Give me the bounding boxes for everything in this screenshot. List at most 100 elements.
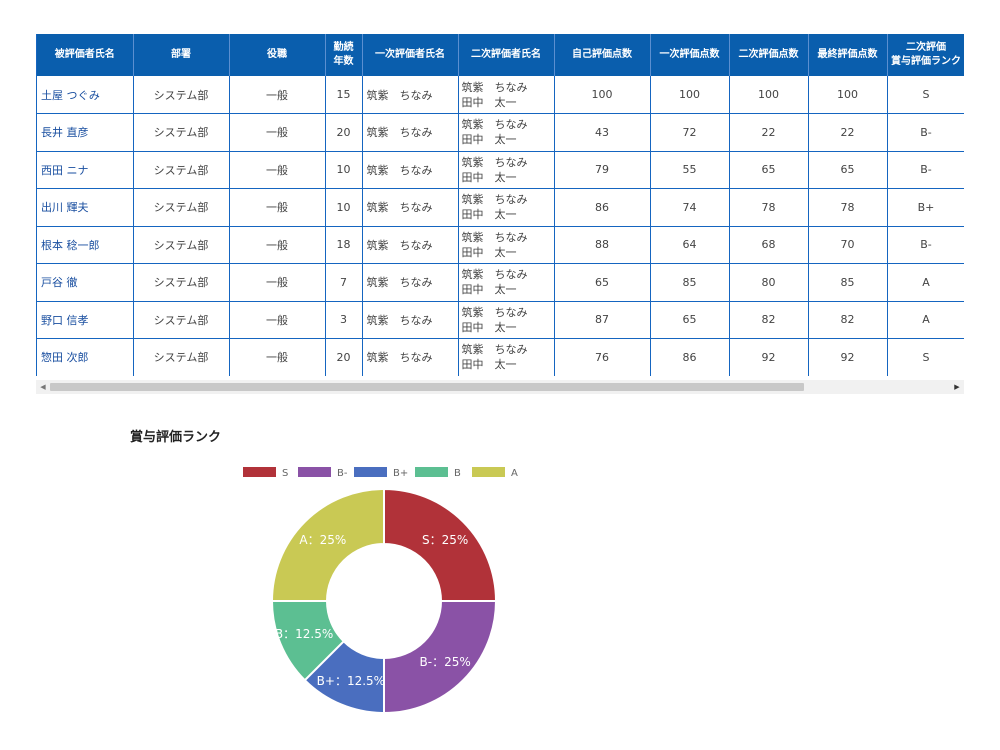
- evaluator-name: 田中 太一: [461, 358, 517, 372]
- evaluator-name: 田中 太一: [461, 245, 517, 259]
- second-score-cell: 92: [729, 338, 809, 376]
- legend-item[interactable]: B+: [354, 467, 408, 479]
- column-header-label: 部署: [171, 49, 191, 60]
- evaluator-name: 筑紫 ちなみ: [461, 193, 528, 207]
- legend-label: B+: [393, 468, 408, 479]
- table-row[interactable]: 出川 輝夫 システム部 一般 10 筑紫 ちなみ 筑紫 ちなみ 田中 太一 86 74 78 78 B…: [37, 188, 964, 227]
- department-cell: システム部: [133, 301, 230, 339]
- column-header-label: 一次評価者氏名: [375, 49, 445, 60]
- employee-name-cell[interactable]: 野口 信孝: [37, 301, 134, 339]
- final-score-cell: 22: [808, 113, 888, 152]
- employee-name-cell[interactable]: 惣田 次郎: [37, 338, 134, 376]
- legend-label: S: [282, 468, 288, 479]
- evaluation-table: 被評価者氏名 部署 役職 勤続 年数 一次評価者氏名 二次評価者氏名 自己評価点数 一次評価点数…: [37, 34, 964, 376]
- evaluator-name: 筑紫 ちなみ: [461, 155, 528, 169]
- self-score-cell: 43: [554, 113, 651, 152]
- table-row[interactable]: 根本 稔一郎 システム部 一般 18 筑紫 ちなみ 筑紫 ちなみ 田中 太一 88 64 68 70…: [37, 226, 964, 264]
- first-score-cell: 64: [650, 226, 730, 264]
- column-header-label: 勤続: [333, 42, 354, 53]
- caret-right-icon[interactable]: ▶: [954, 383, 960, 391]
- column-header[interactable]: 二次評価 賞与評価ランク: [887, 34, 964, 76]
- column-header-label: 役職: [267, 49, 287, 60]
- table-row[interactable]: 西田 ニナ システム部 一般 10 筑紫 ちなみ 筑紫 ちなみ 田中 太一 79 55 65 65 B…: [37, 151, 964, 189]
- bonus-rank-cell: S: [887, 76, 964, 114]
- column-header[interactable]: 一次評価点数: [650, 34, 730, 76]
- legend-item[interactable]: A: [472, 467, 518, 479]
- first-score-cell: 85: [650, 263, 730, 302]
- caret-left-icon[interactable]: ◀: [40, 383, 46, 391]
- years-of-service-cell: 15: [325, 76, 363, 114]
- column-header-label: 自己評価点数: [572, 49, 632, 60]
- column-header[interactable]: 最終評価点数: [808, 34, 888, 76]
- self-score-cell: 76: [554, 338, 651, 376]
- self-score-cell: 88: [554, 226, 651, 264]
- final-score-cell: 70: [808, 226, 888, 264]
- first-score-cell: 86: [650, 338, 730, 376]
- employee-name-cell[interactable]: 戸谷 徹: [37, 263, 134, 302]
- final-score-cell: 65: [808, 151, 888, 189]
- legend-item[interactable]: B-: [298, 467, 348, 479]
- department-cell: システム部: [133, 76, 230, 114]
- employee-name-cell[interactable]: 長井 直彦: [37, 113, 134, 152]
- department-cell: システム部: [133, 226, 230, 264]
- years-of-service-cell: 3: [325, 301, 363, 339]
- bonus-rank-cell: A: [887, 301, 964, 339]
- slice-label: A：25%: [299, 533, 346, 547]
- horizontal-scrollbar[interactable]: ◀ ▶: [36, 380, 964, 394]
- column-header[interactable]: 二次評価点数: [729, 34, 809, 76]
- years-of-service-cell: 10: [325, 151, 363, 189]
- legend-swatch: [243, 467, 276, 477]
- table-row[interactable]: 長井 直彦 システム部 一般 20 筑紫 ちなみ 筑紫 ちなみ 田中 太一 43 72 22 22 B…: [37, 113, 964, 152]
- legend-label: B-: [337, 468, 348, 479]
- column-header[interactable]: 被評価者氏名: [37, 34, 134, 76]
- column-header[interactable]: 役職: [229, 34, 326, 76]
- column-header-label: 最終評価点数: [817, 49, 878, 60]
- employee-name-cell[interactable]: 出川 輝夫: [37, 188, 134, 227]
- chart-title: 賞与評価ランク: [130, 430, 222, 445]
- pie-slice[interactable]: [383, 600, 498, 715]
- second-evaluators-cell: 筑紫 ちなみ 田中 太一: [458, 301, 555, 339]
- table-row[interactable]: 惣田 次郎 システム部 一般 20 筑紫 ちなみ 筑紫 ちなみ 田中 太一 76 86 92 92 S: [37, 338, 964, 376]
- column-header-label: 二次評価点数: [738, 49, 799, 60]
- column-header-label: 被評価者氏名: [54, 49, 115, 60]
- column-header[interactable]: 部署: [133, 34, 230, 76]
- table-row[interactable]: 戸谷 徹システム部 一般 7 筑紫 ちなみ 筑紫 ちなみ 田中 太一 65 85 80 85 A: [37, 263, 964, 302]
- pie-slice[interactable]: [383, 487, 498, 602]
- second-score-cell: 68: [729, 226, 809, 264]
- first-score-cell: 74: [650, 188, 730, 227]
- legend-item[interactable]: B: [415, 467, 461, 479]
- table-body: 土屋 つぐみ システム部 一般 15 筑紫 ちなみ 筑紫 ちなみ 田中 太一 100 100 10…: [37, 76, 964, 376]
- legend-swatch: [298, 467, 331, 477]
- column-header[interactable]: 勤続 年数: [325, 34, 363, 76]
- position-cell: 一般: [229, 263, 326, 302]
- bonus-rank-cell: B-: [887, 151, 964, 189]
- legend-swatch: [472, 467, 505, 477]
- position-cell: 一般: [229, 301, 326, 339]
- legend-item[interactable]: S: [243, 467, 288, 479]
- second-score-cell: 100: [729, 76, 809, 114]
- pie-slice[interactable]: [270, 487, 385, 602]
- employee-name-cell[interactable]: 根本 稔一郎: [37, 226, 134, 264]
- self-score-cell: 100: [554, 76, 651, 114]
- table-header-row: 被評価者氏名 部署 役職 勤続 年数 一次評価者氏名 二次評価者氏名 自己評価点数 一次評価点数…: [37, 34, 964, 76]
- final-score-cell: 100: [808, 76, 888, 114]
- column-header[interactable]: 二次評価者氏名: [458, 34, 555, 76]
- scrollbar-thumb[interactable]: [50, 383, 804, 391]
- employee-name-cell[interactable]: 土屋 つぐみ: [37, 76, 134, 114]
- column-header[interactable]: 自己評価点数: [554, 34, 651, 76]
- evaluator-name: 筑紫 ちなみ: [461, 230, 528, 244]
- evaluator-name: 筑紫 ちなみ: [461, 118, 528, 132]
- table-row[interactable]: 土屋 つぐみ システム部 一般 15 筑紫 ちなみ 筑紫 ちなみ 田中 太一 100 100 10…: [37, 76, 964, 114]
- first-evaluator-cell: 筑紫 ちなみ: [362, 151, 459, 189]
- years-of-service-cell: 7: [325, 263, 363, 302]
- first-score-cell: 72: [650, 113, 730, 152]
- employee-name-cell[interactable]: 西田 ニナ: [37, 151, 134, 189]
- evaluator-name: 筑紫 ちなみ: [461, 343, 528, 357]
- years-of-service-cell: 20: [325, 338, 363, 376]
- second-evaluators-cell: 筑紫 ちなみ 田中 太一: [458, 263, 555, 302]
- years-of-service-cell: 10: [325, 188, 363, 227]
- bonus-rank-cell: B+: [887, 188, 964, 227]
- table-row[interactable]: 野口 信孝 システム部 一般 3 筑紫 ちなみ 筑紫 ちなみ 田中 太一 87 65 82 82 A: [37, 301, 964, 339]
- column-header[interactable]: 一次評価者氏名: [362, 34, 459, 76]
- legend-label: A: [511, 468, 518, 479]
